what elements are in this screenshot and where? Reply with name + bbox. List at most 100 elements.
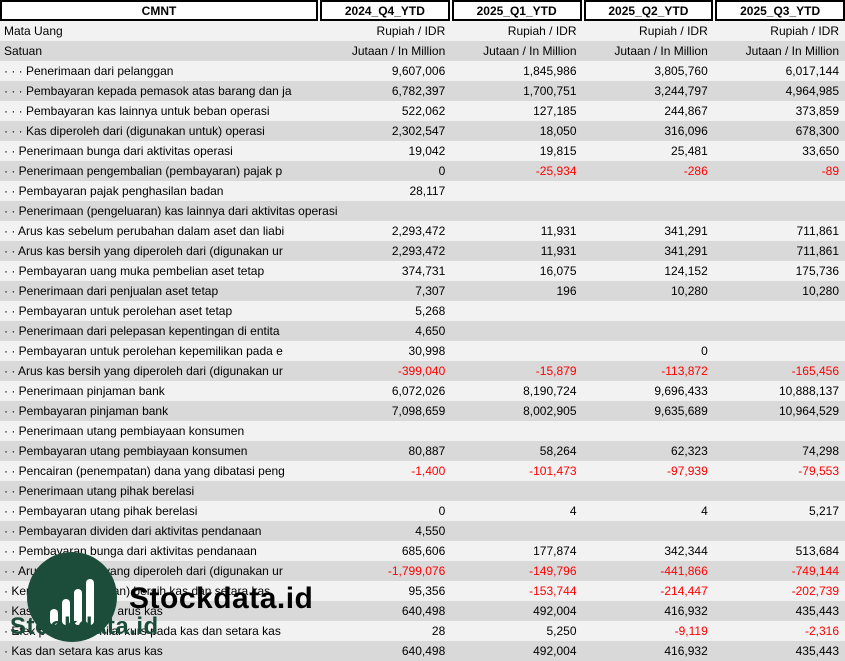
cell-value[interactable]: -1,400 [411, 464, 446, 478]
row-label[interactable]: · · Pembayaran dividen dari aktivitas pe… [4, 524, 262, 538]
cell-value[interactable] [451, 481, 582, 501]
cell-value[interactable]: 9,696,433 [654, 384, 708, 398]
row-label[interactable]: · · Arus kas bersih yang diperoleh dari … [4, 364, 283, 378]
cell-value[interactable]: -399,040 [397, 364, 446, 378]
cell-value[interactable]: 244,867 [664, 104, 708, 118]
cell-value[interactable] [583, 181, 714, 201]
cell-value[interactable]: 0 [701, 344, 708, 358]
cell-value[interactable]: 8,002,905 [523, 404, 577, 418]
cell-value[interactable]: 124,152 [664, 264, 708, 278]
row-label[interactable]: · · Arus kas sebelum perubahan dalam ase… [4, 224, 285, 238]
cell-value[interactable]: 4,550 [415, 524, 446, 538]
cell-value[interactable]: Jutaan / In Million [614, 44, 708, 58]
cell-value[interactable]: 0 [438, 164, 446, 178]
cell-value[interactable]: 341,291 [664, 224, 708, 238]
row-label[interactable]: · · Arus kas bersih yang diperoleh dari … [4, 564, 283, 578]
cell-value[interactable]: 196 [556, 284, 577, 298]
cell-value[interactable]: -749,144 [791, 564, 839, 578]
cell-value[interactable]: 2,293,472 [391, 224, 446, 238]
row-label[interactable]: · · Pembayaran uang muka pembelian aset … [4, 264, 265, 278]
cell-value[interactable]: 373,859 [795, 104, 839, 118]
row-label[interactable]: · · Penerimaan pinjaman bank [4, 384, 165, 398]
cell-value[interactable]: 18,050 [539, 124, 577, 138]
cell-value[interactable]: Rupiah / IDR [639, 24, 708, 38]
cell-value[interactable] [320, 481, 451, 501]
cell-value[interactable]: -202,739 [791, 584, 839, 598]
cell-value[interactable]: -2,316 [804, 624, 839, 638]
cell-value[interactable] [714, 341, 845, 361]
cell-value[interactable] [451, 321, 582, 341]
cell-value[interactable]: 1,845,986 [523, 64, 577, 78]
cell-value[interactable]: 10,888,137 [778, 384, 839, 398]
row-label[interactable]: · · Pembayaran pinjaman bank [4, 404, 169, 418]
cell-value[interactable]: -113,872 [661, 364, 708, 378]
cell-value[interactable]: 2,293,472 [391, 244, 446, 258]
cell-value[interactable]: -9,119 [674, 624, 708, 638]
cell-value[interactable] [451, 301, 582, 321]
cell-value[interactable]: 492,004 [533, 644, 577, 658]
cell-value[interactable] [714, 201, 845, 221]
cell-value[interactable]: -441,866 [660, 564, 708, 578]
cell-value[interactable]: Rupiah / IDR [770, 24, 839, 38]
cell-value[interactable]: 678,300 [795, 124, 839, 138]
cell-value[interactable] [451, 521, 582, 541]
row-label[interactable]: · · Penerimaan dari penjualan aset tetap [4, 284, 219, 298]
row-label[interactable]: · · · Penerimaan dari pelanggan [4, 64, 174, 78]
cell-value[interactable]: 4,650 [415, 324, 446, 338]
cell-value[interactable]: Jutaan / In Million [351, 44, 446, 58]
row-label[interactable]: · · Penerimaan (pengeluaran) kas lainnya… [4, 204, 338, 218]
cell-value[interactable]: 341,291 [664, 244, 708, 258]
cell-value[interactable]: 416,932 [664, 604, 708, 618]
cell-value[interactable]: 685,606 [401, 544, 446, 558]
cell-value[interactable]: -153,744 [529, 584, 577, 598]
cell-value[interactable]: 30,998 [408, 344, 446, 358]
cell-value[interactable]: -89 [821, 164, 839, 178]
cell-value[interactable]: -149,796 [529, 564, 577, 578]
cell-value[interactable] [583, 301, 714, 321]
cell-value[interactable]: 3,805,760 [654, 64, 708, 78]
cell-value[interactable]: 342,344 [664, 544, 708, 558]
cell-value[interactable] [320, 201, 451, 221]
cell-value[interactable]: -214,447 [660, 584, 708, 598]
cell-value[interactable] [451, 341, 582, 361]
row-label[interactable]: · · Pembayaran pajak penghasilan badan [4, 184, 224, 198]
cell-value[interactable]: 10,280 [802, 284, 839, 298]
cell-value[interactable]: 4 [569, 504, 577, 518]
cell-value[interactable] [583, 521, 714, 541]
row-label[interactable]: · · Penerimaan pengembalian (pembayaran)… [4, 164, 283, 178]
cell-value[interactable] [714, 481, 845, 501]
row-label[interactable]: · · Penerimaan utang pihak berelasi [4, 484, 195, 498]
cell-value[interactable]: 175,736 [795, 264, 839, 278]
cell-value[interactable]: -79,553 [798, 464, 839, 478]
cell-value[interactable]: 7,098,659 [391, 404, 446, 418]
cell-value[interactable]: 711,861 [796, 224, 840, 238]
cell-value[interactable] [714, 521, 845, 541]
cell-value[interactable] [583, 201, 714, 221]
cell-value[interactable] [451, 201, 582, 221]
cell-value[interactable] [451, 181, 582, 201]
cell-value[interactable]: Jutaan / In Million [483, 44, 577, 58]
cell-value[interactable]: -286 [683, 164, 708, 178]
cell-value[interactable]: 5,250 [546, 624, 577, 638]
cell-value[interactable]: 5,217 [808, 504, 839, 518]
cell-value[interactable] [714, 321, 845, 341]
header-cell-2025-q2[interactable]: 2025_Q2_YTD [583, 0, 714, 21]
cell-value[interactable]: 6,072,026 [391, 384, 446, 398]
cell-value[interactable]: 4 [701, 504, 708, 518]
row-label[interactable]: · · Penerimaan dari pelepasan kepentinga… [4, 324, 280, 338]
cell-value[interactable]: 127,185 [533, 104, 577, 118]
cell-value[interactable] [714, 181, 845, 201]
cell-value[interactable] [451, 421, 582, 441]
row-label[interactable]: · Efek perubahan nilai kurs pada kas dan… [4, 624, 281, 638]
cell-value[interactable]: 8,190,724 [523, 384, 577, 398]
cell-value[interactable]: 58,264 [539, 444, 577, 458]
row-label[interactable]: · · · Pembayaran kas lainnya untuk beban… [4, 104, 270, 118]
cell-value[interactable]: 513,684 [795, 544, 839, 558]
cell-value[interactable]: -101,473 [529, 464, 577, 478]
cell-value[interactable]: 9,635,689 [654, 404, 708, 418]
cell-value[interactable]: 25,481 [671, 144, 708, 158]
cell-value[interactable]: Jutaan / In Million [745, 44, 839, 58]
cell-value[interactable]: 640,498 [401, 604, 446, 618]
header-cell-2025-q3[interactable]: 2025_Q3_YTD [715, 0, 845, 21]
cell-value[interactable]: 435,443 [795, 604, 839, 618]
